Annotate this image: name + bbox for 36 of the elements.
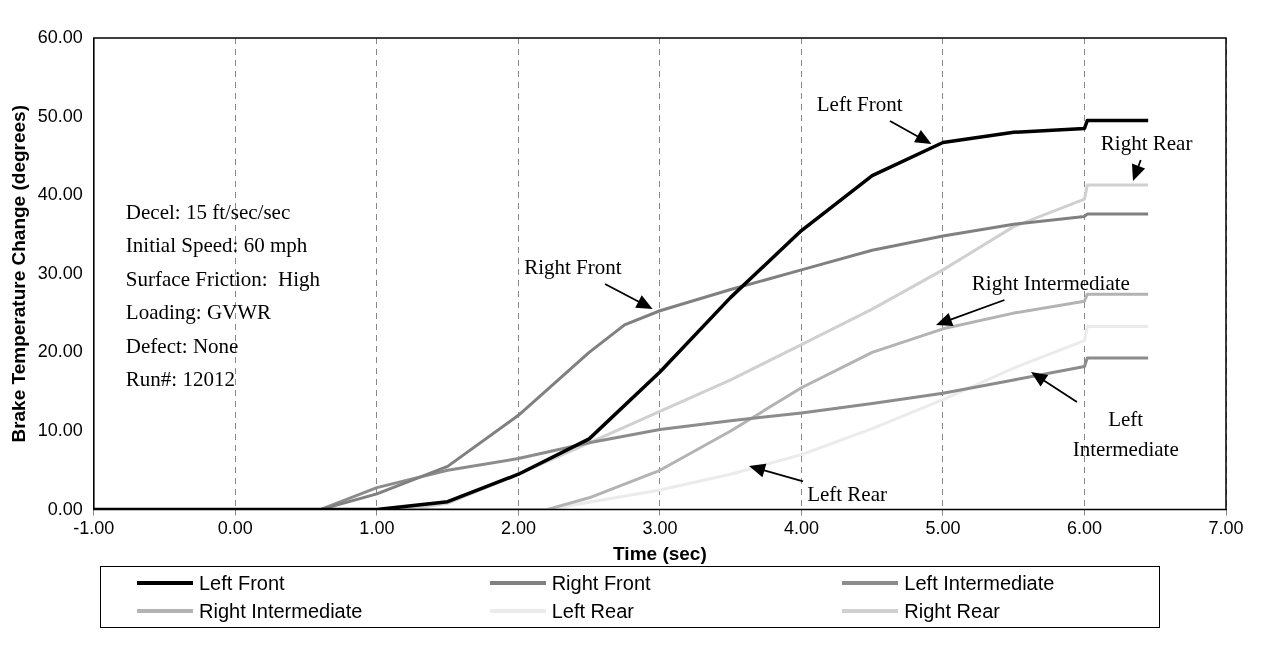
- y-tick-label: 10.00: [37, 419, 83, 440]
- annotation: Initial Speed: 60 mph: [125, 233, 308, 258]
- y-tick-label: 50.00: [37, 105, 83, 126]
- legend-label: Right Rear: [904, 599, 1000, 623]
- x-axis-title: Time (sec): [613, 542, 707, 564]
- x-tick-label: 7.00: [1208, 518, 1244, 539]
- y-tick-label: 20.00: [37, 341, 83, 362]
- annotation: Left Front: [816, 91, 903, 119]
- annotation: Decel: 15 ft/sec/sec: [125, 199, 291, 224]
- annotation: Right Intermediate: [971, 269, 1130, 297]
- x-tick-label: 1.00: [359, 518, 395, 539]
- legend-label: Left Front: [199, 571, 285, 595]
- legend-label: Right Intermediate: [199, 599, 363, 623]
- x-tick-label: 3.00: [642, 518, 678, 539]
- legend-label: Left Rear: [551, 599, 634, 623]
- x-tick-label: 2.00: [500, 518, 536, 539]
- annotation: Surface Friction: High: [125, 266, 321, 291]
- y-axis-title: Brake Temperature Change (degrees): [7, 105, 29, 443]
- x-tick-label: 4.00: [783, 518, 819, 539]
- y-tick-label: 60.00: [37, 26, 83, 47]
- annotation: Left Rear: [807, 481, 888, 509]
- legend-label: Left Intermediate: [904, 571, 1055, 595]
- annotation: Right Front: [524, 254, 622, 282]
- annotation: Right Rear: [1100, 130, 1193, 158]
- x-tick-label: 5.00: [925, 518, 961, 539]
- annotation: Run#: 12012: [125, 367, 235, 392]
- annotation: Loading: GVWR: [125, 300, 272, 325]
- y-tick-label: 0.00: [47, 498, 83, 519]
- x-tick-label: 0.00: [217, 518, 253, 539]
- y-tick-label: 40.00: [37, 184, 83, 205]
- annotation: Defect: None: [125, 333, 239, 358]
- x-tick-label: 6.00: [1066, 518, 1102, 539]
- legend-label: Right Front: [551, 571, 651, 595]
- x-tick-label: -1.00: [73, 518, 115, 539]
- annotation: Left Intermediate: [1072, 406, 1179, 464]
- y-tick-label: 30.00: [37, 262, 83, 283]
